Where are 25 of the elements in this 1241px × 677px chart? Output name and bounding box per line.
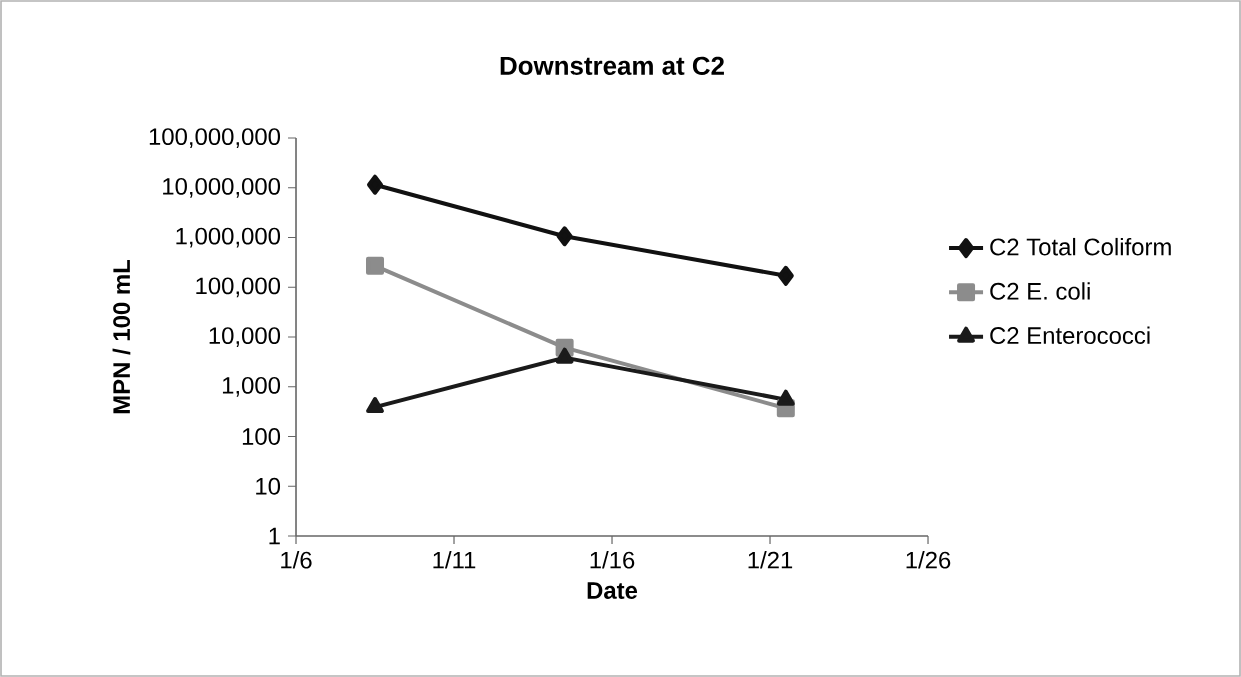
point: [777, 265, 794, 286]
y-tick-label: 1,000: [222, 376, 281, 397]
x-tick-label: 1/21: [748, 551, 793, 569]
x-tick-label: 1/11: [433, 551, 476, 569]
chart-title: Downstream at C2: [500, 56, 724, 75]
y-tick-label: 10,000: [209, 327, 281, 347]
point: [366, 397, 384, 414]
legend-label: C2 E. coli: [990, 282, 1090, 300]
y-tick-label: 10,000,000: [163, 177, 281, 198]
point: [366, 256, 385, 275]
y-axis-title: MPN / 100 mL: [112, 260, 131, 414]
y-tick-label: 100,000: [196, 277, 281, 298]
y-tick-label: 10: [256, 477, 281, 495]
y-tick-label: 100,000,000: [149, 128, 281, 148]
legend-label: C2 Total Coliform: [990, 237, 1171, 256]
y-tick-label: 1: [269, 527, 280, 545]
x-tick-label: 1/26: [906, 551, 951, 569]
x-tick-label: 1/6: [281, 551, 312, 569]
x-tick-label: 1/16: [590, 551, 635, 569]
y-tick-label: 100: [242, 428, 281, 445]
point: [367, 174, 384, 195]
point: [776, 389, 795, 406]
y-tick-label: 1,000,000: [176, 227, 281, 248]
legend-label: C2 Enterococci: [990, 326, 1150, 345]
x-axis-title: Date: [587, 582, 638, 599]
